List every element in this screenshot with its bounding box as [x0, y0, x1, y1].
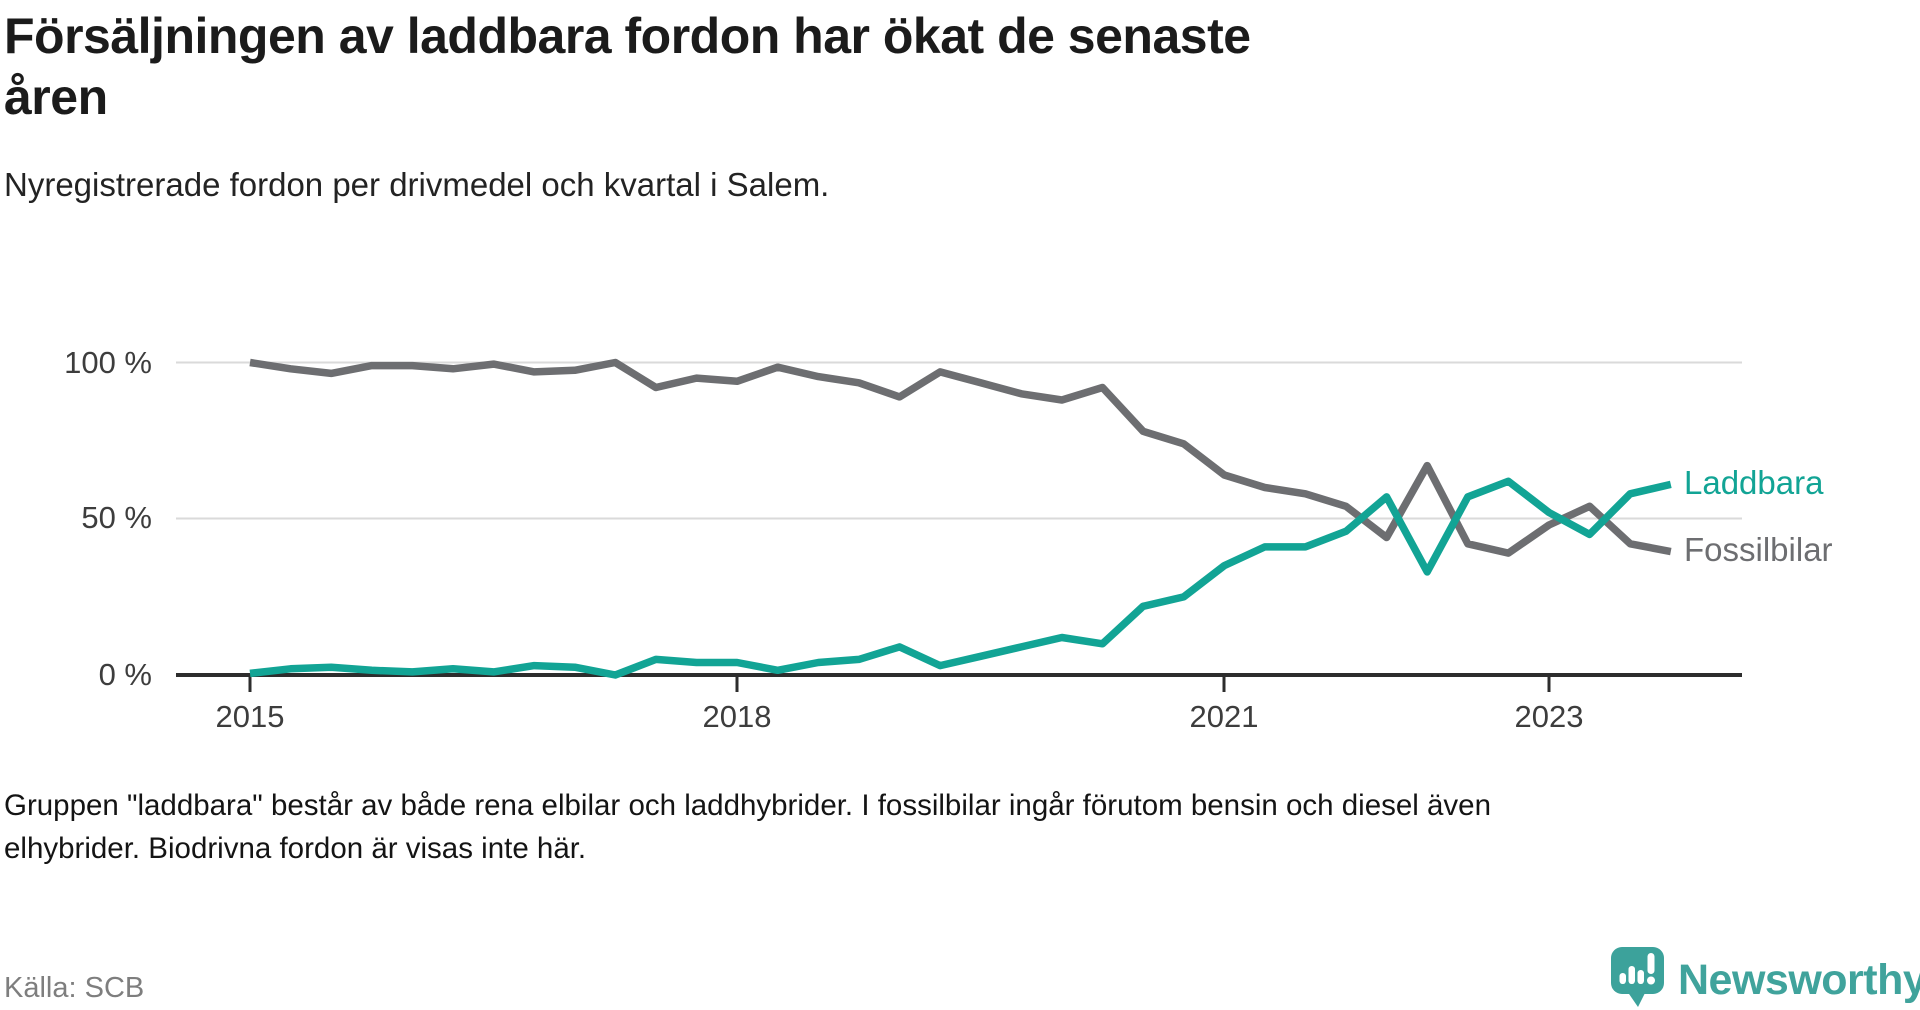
fossilbilar-line — [249, 358, 1672, 557]
bar-small — [1619, 973, 1626, 984]
x-axis-label-2021: 2021 — [1189, 699, 1259, 734]
x-axis — [176, 673, 1742, 692]
x-axis-label-2018: 2018 — [702, 699, 772, 734]
x-axis-label-2015: 2015 — [215, 699, 285, 734]
bubble-body — [1611, 947, 1664, 994]
bubble-tail — [1627, 991, 1646, 1007]
newsworthy-wordmark: Newsworthy — [1678, 956, 1920, 1004]
newsworthy-bubble-icon — [1611, 947, 1664, 1007]
legend-fossilbilar: Fossilbilar — [1684, 531, 1833, 568]
chart-subtitle: Nyregistrerade fordon per drivmedel och … — [4, 166, 830, 203]
bar-tall — [1628, 966, 1635, 984]
x-axis-label-2023: 2023 — [1514, 699, 1584, 734]
chart-footnote: Gruppen "laddbara" består av både rena e… — [4, 789, 1491, 865]
bar-medium — [1637, 970, 1644, 984]
page-title: Försäljningen av laddbara fordon har öka… — [4, 8, 1251, 125]
y-axis-label-0: 0 % — [98, 657, 152, 692]
legend-laddbara: Laddbara — [1684, 464, 1824, 501]
exclamation-dot — [1647, 976, 1655, 985]
exclamation-bar — [1647, 953, 1655, 974]
gridlines — [176, 361, 1742, 520]
newsworthy-logo: Newsworthy — [1610, 944, 1920, 1010]
laddbara-line — [249, 477, 1672, 679]
y-axis-label-100: 100 % — [64, 345, 152, 380]
source-label: Källa: SCB — [4, 972, 145, 1004]
y-axis-label-50: 50 % — [81, 500, 152, 535]
